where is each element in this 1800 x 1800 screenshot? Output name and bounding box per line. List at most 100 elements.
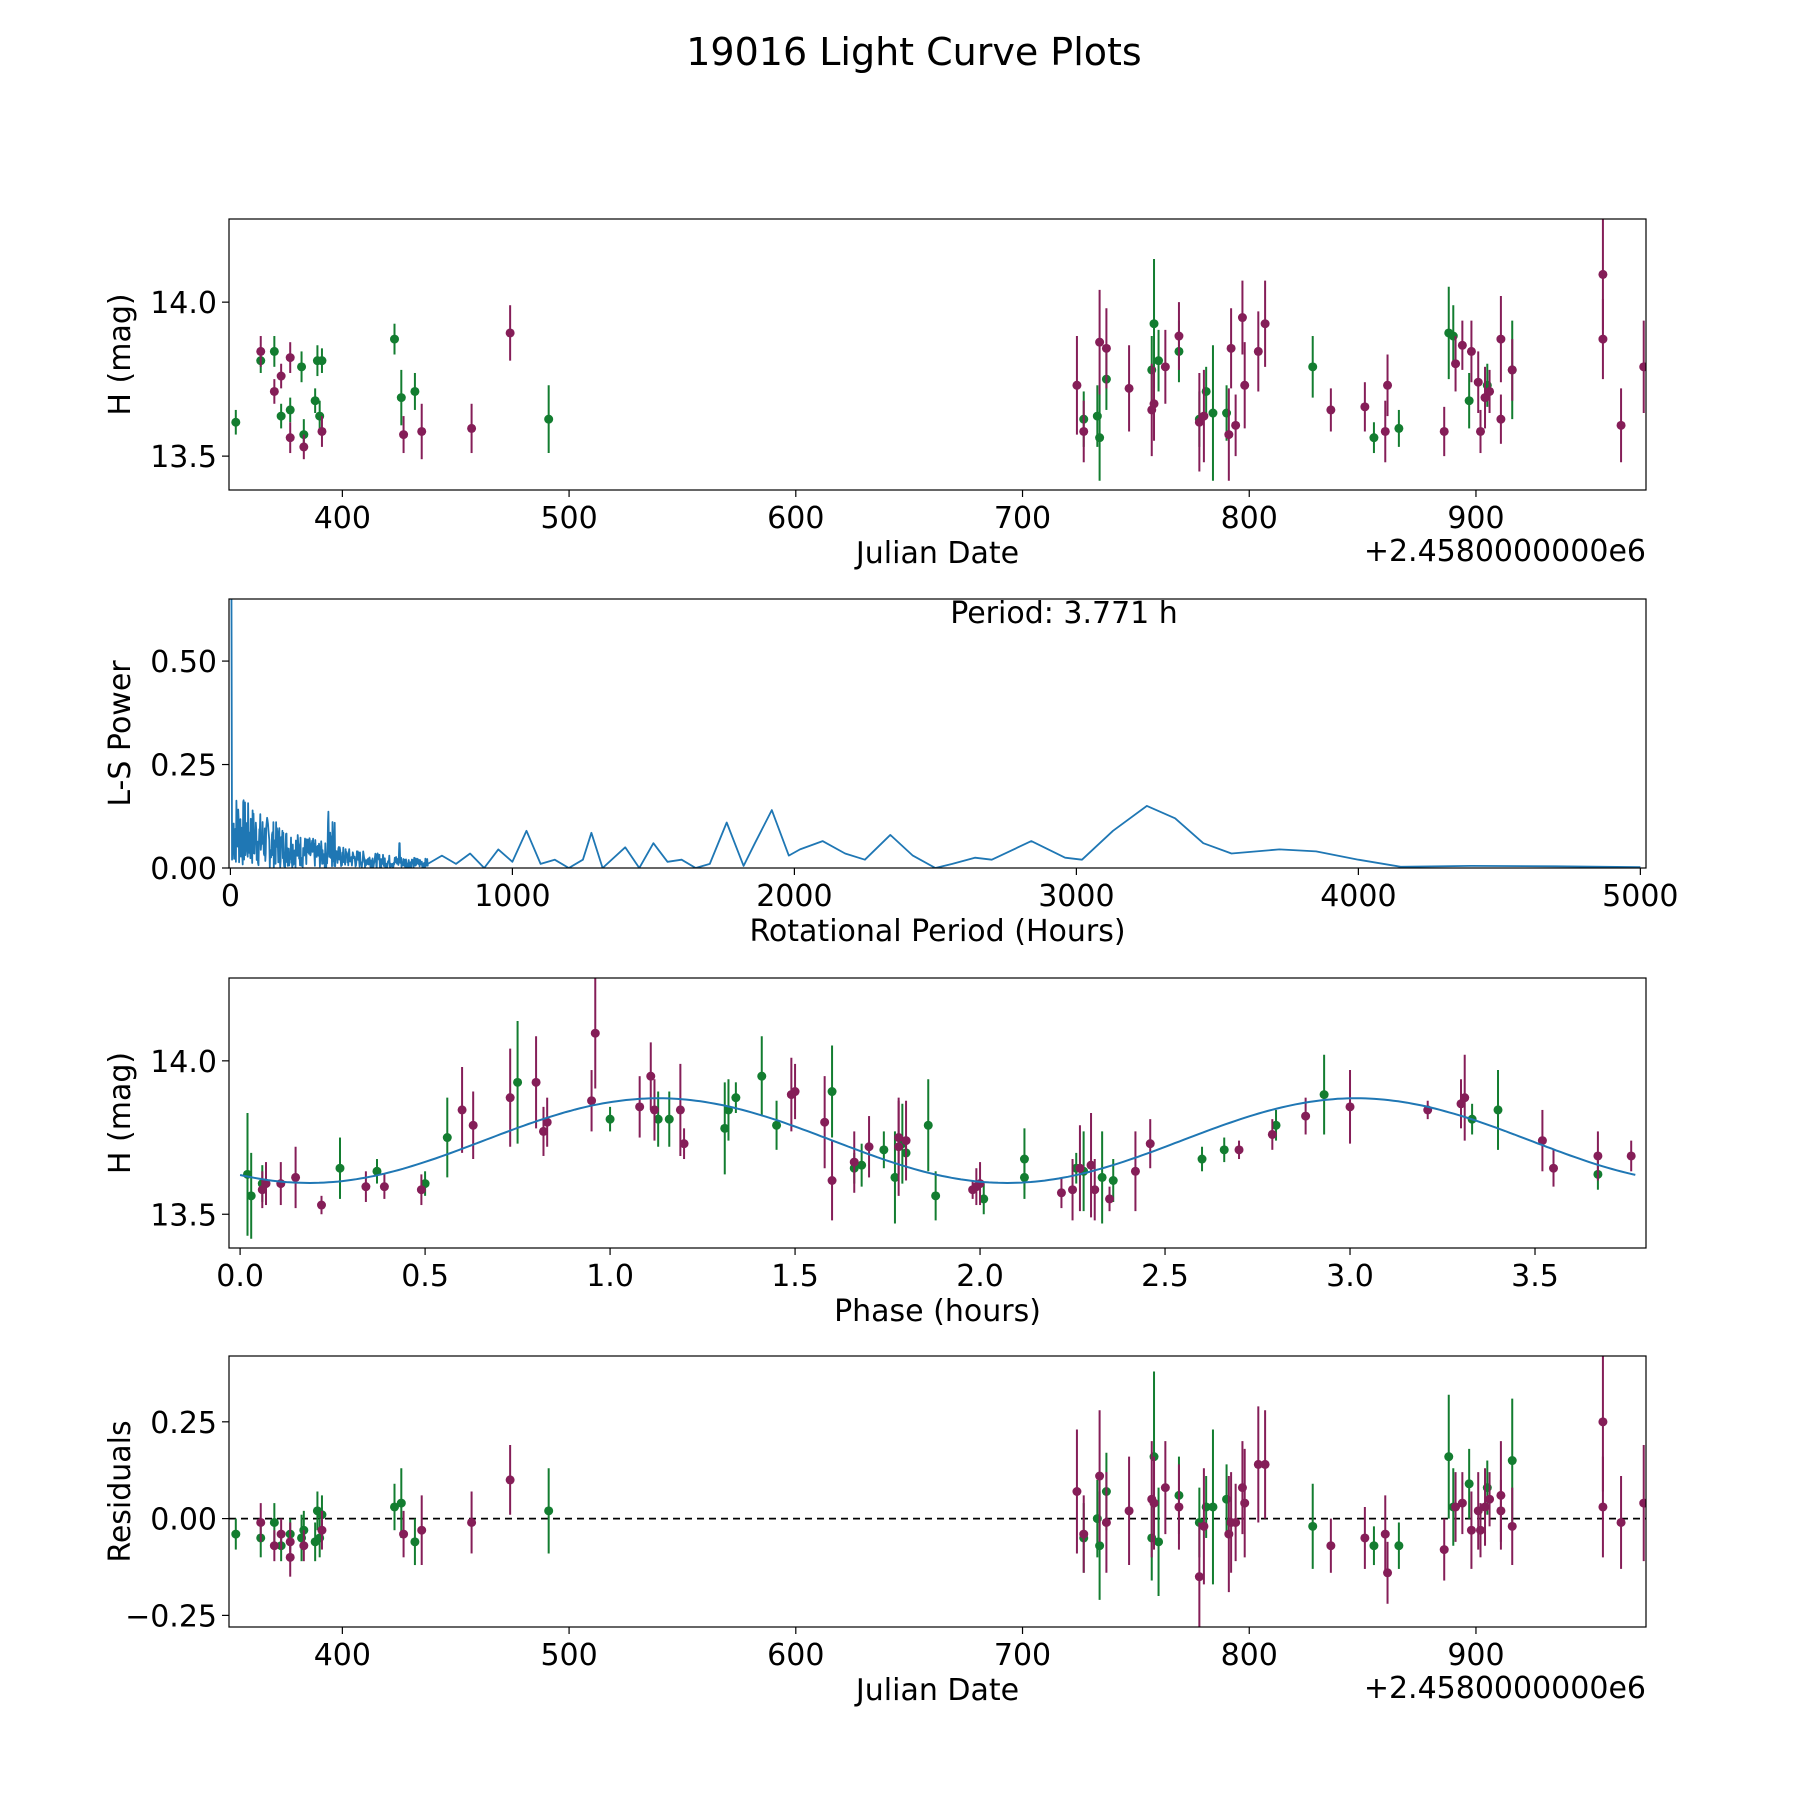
data-point (1639, 1498, 1646, 1508)
data-point (1194, 417, 1204, 427)
x-tick-label: 3000 (1038, 879, 1114, 914)
data-point (417, 1525, 427, 1535)
data-point (396, 1498, 406, 1508)
data-point (1439, 426, 1449, 436)
data-point (1260, 319, 1270, 329)
data-point (1473, 377, 1483, 387)
data-point (1439, 1545, 1449, 1555)
data-point (605, 1114, 615, 1124)
data-point (635, 1102, 645, 1112)
x-tick-label: 900 (1447, 1638, 1504, 1673)
data-point (269, 386, 279, 396)
data-point (410, 386, 420, 396)
data-point (285, 353, 295, 363)
data-point (720, 1123, 730, 1133)
data-point (1485, 1494, 1495, 1504)
light-curve-plot-area (231, 219, 1646, 481)
x-tick-label: 800 (1221, 1638, 1278, 1673)
data-point (1174, 331, 1184, 341)
data-point (1460, 1093, 1470, 1103)
data-point (1383, 380, 1393, 390)
data-point (1086, 1160, 1096, 1170)
residuals-axes-frame (228, 1355, 1647, 1628)
panel-light-curve: 400 500 600 700 800 900 13.5 14.0 Julian Date H (… (103, 218, 1647, 571)
data-point (442, 1133, 452, 1143)
data-point (1345, 1102, 1355, 1112)
data-point (531, 1077, 541, 1087)
data-point (1319, 1090, 1329, 1100)
purple-series (256, 219, 1646, 481)
x-tick-label: 0 (221, 879, 240, 914)
data-point (1253, 346, 1263, 356)
x-tick-label: 600 (767, 501, 824, 536)
data-point (317, 426, 327, 436)
data-point (256, 346, 266, 356)
data-point (1451, 359, 1461, 369)
data-point (1231, 1517, 1241, 1527)
data-point (894, 1133, 904, 1143)
data-point (544, 414, 554, 424)
data-point (246, 1191, 256, 1201)
data-point (1380, 426, 1390, 436)
data-point (1224, 430, 1234, 440)
data-point (731, 1093, 741, 1103)
data-point (1457, 340, 1467, 350)
y-axis-label: L-S Power (103, 660, 138, 807)
data-point (1464, 396, 1474, 406)
x-tick-label: 500 (540, 1638, 597, 1673)
data-point (857, 1160, 867, 1170)
data-point (1475, 1525, 1485, 1535)
data-point (1466, 1525, 1476, 1535)
data-point (1240, 380, 1250, 390)
x-tick-label: 500 (540, 501, 597, 536)
data-point (1507, 1521, 1517, 1531)
data-point (361, 1182, 371, 1192)
data-point (1197, 1154, 1207, 1164)
data-point (1101, 1517, 1111, 1527)
data-point (1174, 1502, 1184, 1512)
x-axis-label: Phase (hours) (834, 1294, 1041, 1329)
x-axis-label: Julian Date (854, 1673, 1019, 1708)
data-point (505, 1093, 515, 1103)
data-point (1493, 1105, 1503, 1115)
y-tick-label: 13.5 (150, 440, 217, 475)
data-point (1480, 1502, 1490, 1512)
data-point (1056, 1188, 1066, 1198)
data-point (1444, 1452, 1454, 1462)
data-point (1537, 1136, 1547, 1146)
data-point (1394, 1541, 1404, 1551)
data-point (416, 1185, 426, 1195)
panel-phase-folded: 0.0 0.5 1.0 1.5 2.0 2.5 3.0 3.5 13.5 14.0 Phase (h… (103, 977, 1647, 1329)
green-series (231, 1371, 1517, 1600)
data-point (1598, 1417, 1608, 1427)
y-tick-label: 14.0 (150, 286, 217, 321)
x-tick-label: 0.0 (216, 1259, 264, 1294)
periodogram-axes-frame (228, 598, 1647, 869)
data-point (1072, 1487, 1082, 1496)
data-point (1124, 383, 1134, 393)
data-point (317, 1525, 327, 1535)
data-point (1130, 1166, 1140, 1176)
purple-series (257, 978, 1636, 1221)
data-point (316, 1200, 326, 1210)
data-point (505, 1475, 515, 1485)
data-point (1308, 1521, 1318, 1531)
data-point (269, 1541, 279, 1551)
data-point (1616, 420, 1626, 430)
y-axis-label: Residuals (103, 1420, 138, 1562)
phase-folded-plot-area (239, 978, 1636, 1239)
x-offset-text: +2.4580000000e6 (1364, 534, 1646, 569)
data-point (827, 1087, 837, 1097)
data-point (1079, 1529, 1089, 1539)
data-point (1464, 1479, 1474, 1489)
data-point (299, 1541, 309, 1551)
phase-folded-axes-frame (228, 977, 1647, 1249)
panel-periodogram: 0 1000 2000 3000 4000 5000 0.00 0.25 0.50 Rotatio… (103, 596, 1679, 949)
data-point (1072, 380, 1082, 390)
data-point (1457, 1498, 1467, 1508)
data-point (1097, 1172, 1107, 1182)
data-point (1095, 1471, 1105, 1481)
y-tick-label: 0.00 (150, 1503, 217, 1538)
x-tick-label: 600 (767, 1638, 824, 1673)
